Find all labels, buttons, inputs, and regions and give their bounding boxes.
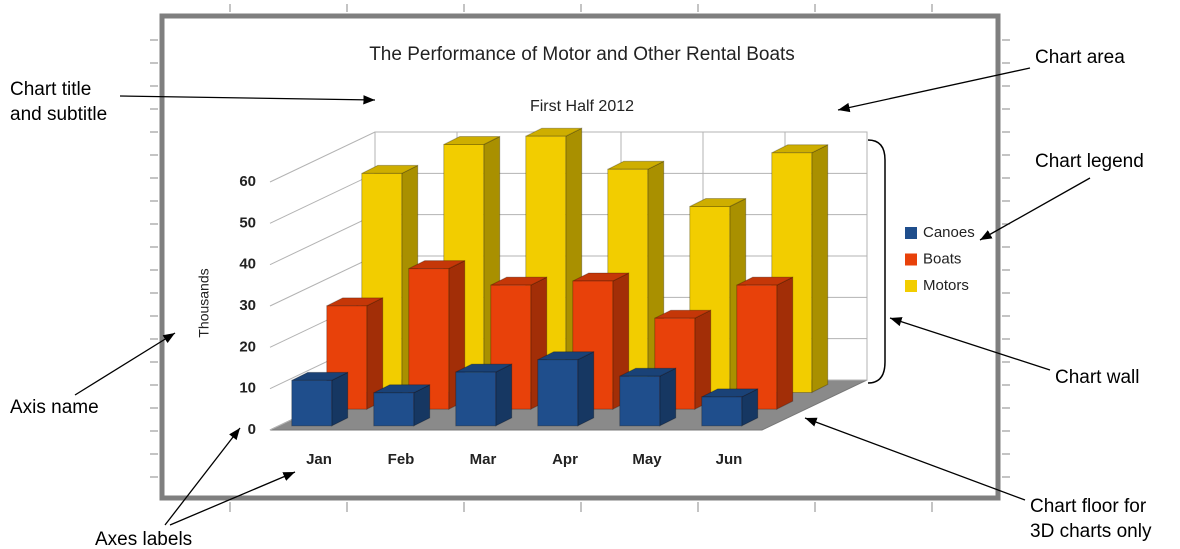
annotation-arrow: [889, 317, 1051, 371]
annotation: Axes labels: [95, 529, 192, 549]
annotation: 3D charts only: [1030, 521, 1152, 542]
chart-title: The Performance of Motor and Other Renta…: [369, 44, 795, 65]
legend-swatch: [905, 253, 917, 266]
x-tick-label: Mar: [470, 451, 497, 468]
annotation-arrow: [164, 427, 241, 526]
legend-label: Boats: [923, 250, 961, 267]
annotation-arrow: [804, 417, 1026, 501]
legend-swatch: [905, 280, 917, 292]
y-tick-label: 10: [239, 380, 256, 397]
legend-swatch: [905, 227, 917, 239]
grid-line: [269, 131, 867, 183]
annotation: Chart floor for: [1030, 496, 1147, 517]
bar-side: [577, 350, 595, 427]
annotations: Chart title and subtitle Chart area Chart l…: [10, 47, 1152, 549]
x-tick-label: Jun: [716, 451, 743, 468]
axis-name: Thousands: [196, 268, 212, 337]
plot: 0 10 20 30 40 50 60 Jan Feb Mar Apr May Jun Canoes Boa…: [239, 127, 975, 468]
y-tick-label: 60: [239, 173, 256, 190]
chart-subtitle: First Half 2012: [530, 98, 634, 115]
x-tick-label: May: [632, 451, 662, 468]
bar: [619, 375, 661, 427]
y-tick-label: 0: [248, 421, 256, 438]
x-tick-label: Feb: [388, 451, 415, 468]
bar: [537, 359, 579, 427]
annotation: Axis name: [10, 397, 99, 418]
x-tick-label: Apr: [552, 451, 578, 468]
legend-label: Motors: [923, 277, 969, 294]
y-tick-label: 50: [239, 214, 256, 231]
x-tick-label: Jan: [306, 451, 332, 468]
y-tick-label: 30: [239, 297, 256, 314]
annotation: Chart title: [10, 79, 91, 100]
annotation-arrow: [169, 471, 296, 526]
bar-side: [331, 371, 349, 427]
bar-side: [495, 363, 513, 427]
bar: [373, 392, 415, 427]
bar-side: [659, 367, 677, 427]
bar: [701, 396, 743, 427]
annotation-arrow: [979, 177, 1091, 241]
y-tick-label: 20: [239, 338, 256, 355]
legend-label: Canoes: [923, 224, 975, 241]
annotation: Chart wall: [1055, 367, 1139, 388]
annotation-arrow: [837, 67, 1031, 113]
wall-bracket: [867, 139, 886, 384]
annotation-arrow: [74, 332, 176, 396]
bar-side: [811, 143, 829, 394]
bar-side: [776, 276, 794, 410]
chart-area-frame: [159, 13, 1001, 501]
annotation: and subtitle: [10, 104, 107, 125]
annotation-arrow: [119, 95, 376, 105]
annotation: Chart area: [1035, 47, 1125, 68]
ruler: [150, 4, 1010, 512]
bar: [291, 379, 333, 427]
annotation: Chart legend: [1035, 151, 1144, 172]
y-tick-label: 40: [239, 256, 256, 273]
bar: [455, 371, 497, 427]
